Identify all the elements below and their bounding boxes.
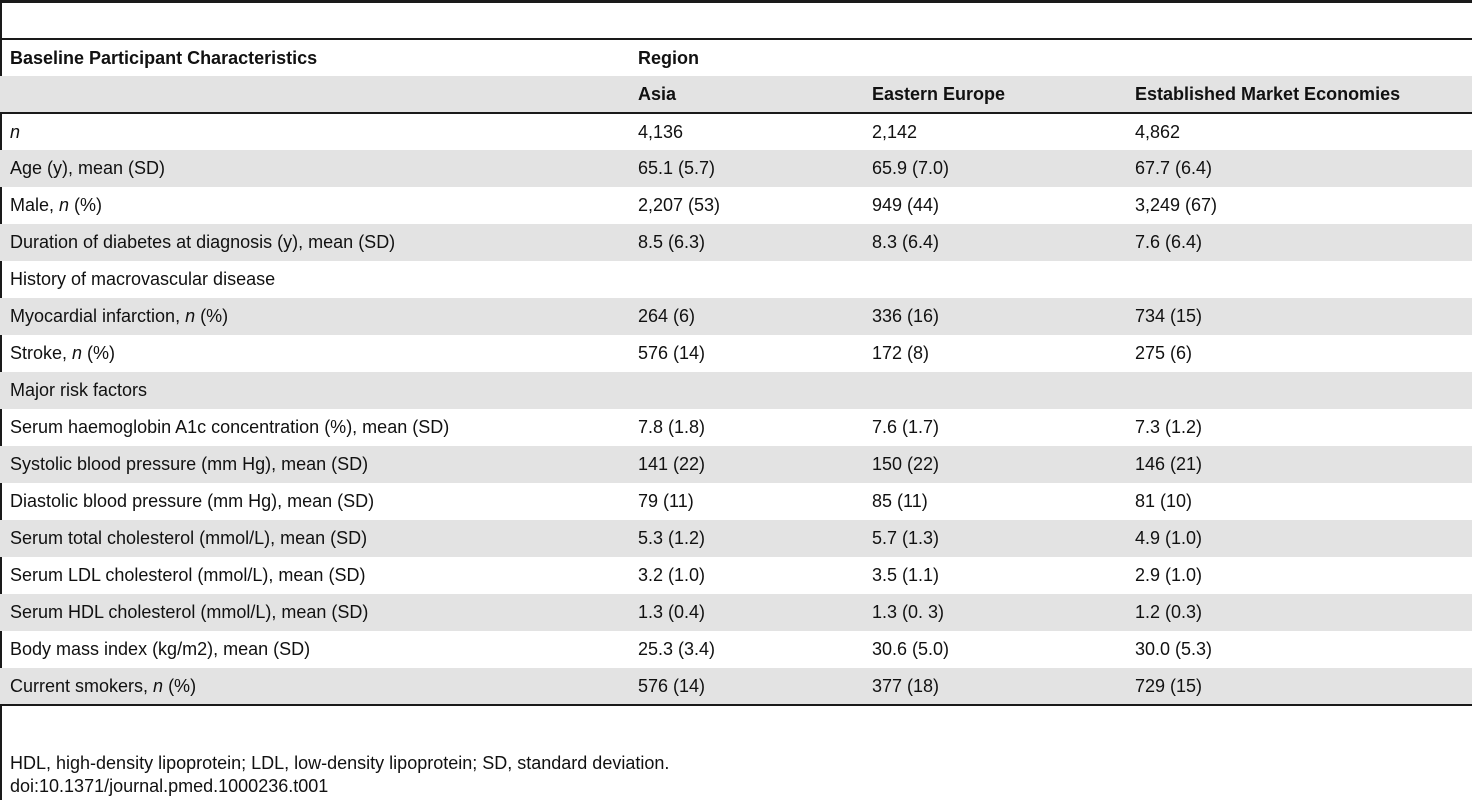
row-label: Male, n (%) — [10, 195, 103, 215]
cell-value: 146 (21) — [1125, 446, 1472, 483]
cell-value — [628, 261, 862, 298]
table-section-row: Major risk factors — [0, 372, 1472, 409]
section-label: History of macrovascular disease — [10, 269, 276, 289]
row-label: Myocardial infarction, n (%) — [0, 298, 628, 335]
cell-value: 275 (6) — [1135, 343, 1193, 363]
cell-value: 734 (15) — [1125, 298, 1472, 335]
table-row: n 4,136 2,142 4,862 — [0, 113, 1472, 150]
cell-value: 576 (14) — [628, 668, 862, 706]
header-established-market: Established Market Economies — [1125, 76, 1472, 114]
cell-value: 65.1 (5.7) — [628, 150, 862, 187]
row-label: Body mass index (kg/m2), mean (SD) — [10, 639, 311, 659]
table-row: Myocardial infarction, n (%) 264 (6) 336… — [0, 298, 1472, 335]
table-row: Serum LDL cholesterol (mmol/L), mean (SD… — [0, 557, 1472, 594]
cell-value: 7.6 (1.7) — [872, 417, 940, 437]
cell-value: 336 (16) — [862, 298, 1125, 335]
cell-value: 729 (15) — [1125, 668, 1472, 706]
cell-value: 2,207 (53) — [638, 195, 721, 215]
cell-value: 2.9 (1.0) — [1135, 565, 1203, 585]
cell-value: 30.6 (5.0) — [872, 639, 950, 659]
cell-value: 3.5 (1.1) — [872, 565, 940, 585]
cell-value: 5.3 (1.2) — [628, 520, 862, 557]
cell-value — [862, 261, 1125, 298]
cell-value — [628, 372, 862, 409]
table-row: Current smokers, n (%) 576 (14) 377 (18)… — [0, 668, 1472, 706]
cell-value: 30.0 (5.3) — [1135, 639, 1213, 659]
row-label: n — [10, 121, 21, 142]
cell-value — [1125, 372, 1472, 409]
cell-value: 65.9 (7.0) — [862, 150, 1125, 187]
cell-value: 949 (44) — [872, 195, 940, 215]
cell-value: 4.9 (1.0) — [1125, 520, 1472, 557]
footnote-abbreviations: HDL, high-density lipoprotein; LDL, low-… — [10, 753, 670, 773]
table-row: Body mass index (kg/m2), mean (SD) 25.3 … — [0, 631, 1472, 668]
row-label: Systolic blood pressure (mm Hg), mean (S… — [0, 446, 628, 483]
cell-value: 25.3 (3.4) — [638, 639, 716, 659]
top-border-rule — [0, 0, 1472, 3]
cell-value: 576 (14) — [638, 343, 706, 363]
cell-value: 1.3 (0. 3) — [862, 594, 1125, 631]
cell-value: 1.2 (0.3) — [1125, 594, 1472, 631]
cell-value: 264 (6) — [628, 298, 862, 335]
cell-value: 81 (10) — [1135, 491, 1193, 511]
cell-value: 4,862 — [1135, 121, 1181, 142]
cell-value: 172 (8) — [872, 343, 930, 363]
header-asia: Asia — [628, 76, 862, 114]
row-label: Diastolic blood pressure (mm Hg), mean (… — [10, 491, 375, 511]
row-label: Serum total cholesterol (mmol/L), mean (… — [0, 520, 628, 557]
table-header-row: Baseline Participant Characteristics Reg… — [0, 38, 1472, 76]
cell-value: 67.7 (6.4) — [1125, 150, 1472, 187]
row-label: Current smokers, n (%) — [0, 668, 628, 706]
cell-value: 7.6 (6.4) — [1125, 224, 1472, 261]
header-eastern-europe: Eastern Europe — [862, 76, 1125, 114]
header-region: Region — [628, 38, 1472, 76]
table-row: Serum HDL cholesterol (mmol/L), mean (SD… — [0, 594, 1472, 631]
cell-value: 2,142 — [872, 121, 918, 142]
cell-value: 7.3 (1.2) — [1135, 417, 1203, 437]
table-row: Age (y), mean (SD) 65.1 (5.7) 65.9 (7.0)… — [0, 150, 1472, 187]
cell-value: 8.3 (6.4) — [862, 224, 1125, 261]
cell-value: 1.3 (0.4) — [628, 594, 862, 631]
table-subheader-row: Asia Eastern Europe Established Market E… — [0, 76, 1472, 114]
header-empty — [0, 76, 628, 114]
table-row: Serum haemoglobin A1c concentration (%),… — [0, 409, 1472, 446]
header-characteristics: Baseline Participant Characteristics — [0, 38, 628, 76]
cell-value: 8.5 (6.3) — [628, 224, 862, 261]
cell-value: 4,136 — [638, 121, 684, 142]
row-label: Serum haemoglobin A1c concentration (%),… — [10, 417, 450, 437]
cell-value: 141 (22) — [628, 446, 862, 483]
table-row: Duration of diabetes at diagnosis (y), m… — [0, 224, 1472, 261]
row-label: Serum LDL cholesterol (mmol/L), mean (SD… — [10, 565, 366, 585]
cell-value: 377 (18) — [862, 668, 1125, 706]
cell-value: 150 (22) — [862, 446, 1125, 483]
cell-value: 5.7 (1.3) — [862, 520, 1125, 557]
table-section-row: History of macrovascular disease — [0, 261, 1472, 298]
table-row: Serum total cholesterol (mmol/L), mean (… — [0, 520, 1472, 557]
footnote-doi: doi:10.1371/journal.pmed.1000236.t001 — [10, 776, 329, 796]
cell-value — [862, 372, 1125, 409]
cell-value: 3.2 (1.0) — [638, 565, 706, 585]
row-label: Age (y), mean (SD) — [0, 150, 628, 187]
cell-value: 3,249 (67) — [1135, 195, 1218, 215]
cell-value: 7.8 (1.8) — [638, 417, 706, 437]
table-row: Systolic blood pressure (mm Hg), mean (S… — [0, 446, 1472, 483]
row-label: Serum HDL cholesterol (mmol/L), mean (SD… — [0, 594, 628, 631]
table-row: Stroke, n (%) 576 (14) 172 (8) 275 (6) — [0, 335, 1472, 372]
section-label: Major risk factors — [0, 372, 628, 409]
cell-value: 85 (11) — [872, 491, 928, 511]
row-label: Stroke, n (%) — [10, 343, 116, 363]
cell-value: 79 (11) — [638, 491, 694, 511]
table-row: Male, n (%) 2,207 (53) 949 (44) 3,249 (6… — [0, 187, 1472, 224]
row-label: Duration of diabetes at diagnosis (y), m… — [0, 224, 628, 261]
table-row: Diastolic blood pressure (mm Hg), mean (… — [0, 483, 1472, 520]
cell-value — [1125, 261, 1472, 298]
baseline-characteristics-table: Baseline Participant Characteristics Reg… — [0, 38, 1472, 706]
